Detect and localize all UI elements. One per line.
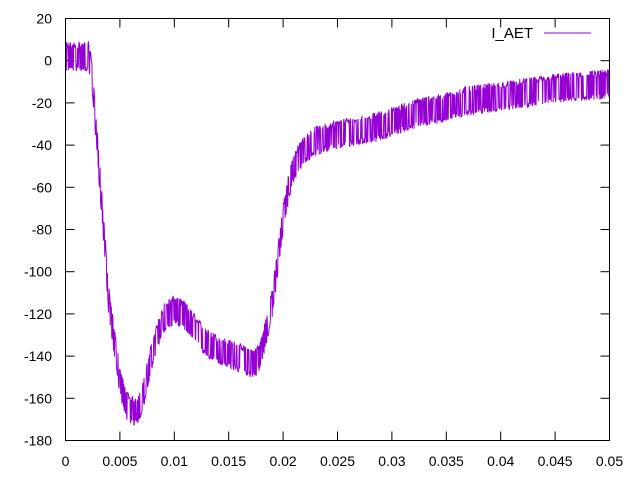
x-tick-label: 0.005 [102,453,137,469]
legend-label-i-aet: I_AET [491,25,533,42]
series-layer [65,40,610,426]
y-tick-label: -120 [24,306,52,322]
y-tick-label: -160 [24,390,52,406]
y-tick-label: 0 [44,53,52,69]
y-tick-label: -40 [32,137,52,153]
x-tick-label: 0.04 [487,453,514,469]
y-tick-label: -140 [24,348,52,364]
x-tick-label: 0.02 [269,453,296,469]
y-tick-label: -20 [32,95,52,111]
y-tick-label: -100 [24,264,52,280]
x-tick-label: 0.035 [429,453,464,469]
x-tick-label: 0.03 [378,453,405,469]
axis-tick-labels: 0 0.005 0.01 0.015 0.02 0.025 0.03 0.035 0.04 0.0… [24,11,623,470]
y-tick-label: -180 [24,433,52,449]
series-line-i-aet [65,40,610,426]
plot-frame [65,18,610,441]
x-tick-label: 0.015 [211,453,246,469]
y-tick-label: -80 [32,222,52,238]
x-tick-label: 0.025 [320,453,355,469]
x-tick-label: 0 [62,453,70,469]
y-tick-label: -60 [32,179,52,195]
x-tick-label: 0.01 [161,453,188,469]
legend: I_AET [491,25,591,42]
x-tick-label: 0.045 [538,453,573,469]
x-tick-label: 0.05 [596,453,623,469]
y-tick-label: 20 [36,11,52,27]
